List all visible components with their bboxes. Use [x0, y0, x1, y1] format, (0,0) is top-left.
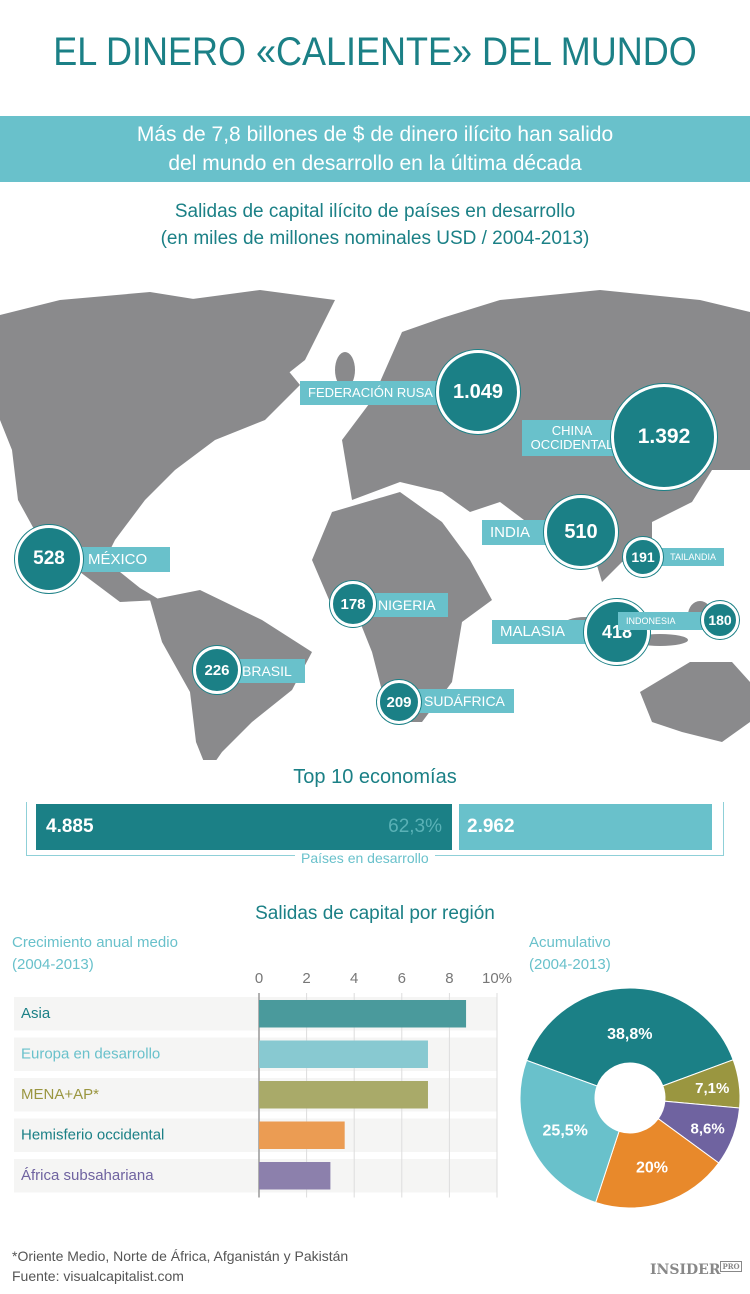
pie-label: 25,5% [543, 1122, 588, 1139]
label-brazil: BRASIL [232, 659, 305, 683]
bar-chart-title: Crecimiento anual medio (2004-2013) [12, 932, 178, 976]
bar-chart: 0 2 4 6 8 10% Asia Europa en desarrollo MENA+AP*… [14, 970, 512, 1198]
pie-label: 8,6% [691, 1120, 725, 1137]
insider-pro-logo: INSIDER PRO [650, 1261, 742, 1278]
x-tick-label: 10% [482, 970, 512, 987]
label-thailand: TAILANDIA [652, 548, 724, 566]
bubble-thailand: 191 [623, 537, 663, 577]
top10-caption: Países en desarrollo [295, 850, 435, 866]
subtitle-line-2: (en miles de millones nominales USD / 20… [160, 228, 590, 249]
banner-line-1: Más de 7,8 billones de $ de dinero ilíci… [136, 123, 614, 146]
headline-banner: Más de 7,8 billones de $ de dinero ilíci… [0, 116, 750, 182]
pie-label: 20% [636, 1160, 668, 1177]
bubble-indonesia: 180 [701, 601, 739, 639]
top10-share: 62,3% [388, 816, 442, 837]
top10-title: Top 10 economías [293, 766, 457, 788]
bar-chart-subtitle: (2004-2013) [12, 956, 94, 973]
greenland [185, 290, 335, 402]
x-tick-label: 0 [255, 970, 263, 987]
label-india: INDIA [482, 520, 552, 545]
bar [259, 1040, 428, 1068]
bar [259, 1081, 428, 1109]
label-malaysia: MALASIA [492, 620, 592, 644]
bubble-india: 510 [544, 495, 618, 569]
bubble-malaysia: 418 [584, 599, 650, 665]
footnote: *Oriente Medio, Norte de África, Afganis… [12, 1248, 349, 1264]
category-label: MENA+AP* [21, 1086, 99, 1103]
bar [259, 1162, 331, 1190]
bubble-nigeria: 178 [330, 581, 376, 627]
source: Fuente: visualcapitalist.com [12, 1268, 184, 1284]
subtitle-line-1: Salidas de capital ilícito de países en … [174, 201, 576, 222]
donut-chart: 38,8% 7,1% 8,6% 20% 25,5% [519, 987, 741, 1209]
page-title: EL DINERO «CALIENTE» DEL MUNDO [53, 30, 697, 74]
bubble-russia: 1.049 [436, 350, 520, 434]
map-subtitle: Salidas de capital ilícito de países en … [0, 198, 750, 252]
x-tick-label: 2 [302, 970, 310, 987]
x-tick-label: 4 [350, 970, 358, 987]
pie-chart-title: Acumulativo (2004-2013) [529, 932, 611, 976]
pie-label: 38,8% [607, 1026, 652, 1043]
bar-row-bg [14, 1118, 497, 1152]
category-label: Hemisferio occidental [21, 1127, 164, 1144]
australia [640, 662, 750, 742]
x-tick-label: 8 [445, 970, 453, 987]
pie-label: 7,1% [695, 1080, 729, 1097]
bar [259, 1121, 345, 1149]
bubble-south-africa: 209 [377, 680, 421, 724]
bubble-brazil: 226 [193, 646, 241, 694]
category-label: Europa en desarrollo [21, 1046, 160, 1063]
label-mexico: MÉXICO [74, 547, 170, 572]
world-map-shapes [0, 290, 750, 772]
label-china: CHINA OCCIDENTAL [522, 420, 622, 456]
top10-value: 4.885 [46, 816, 94, 837]
world-map [0, 290, 750, 772]
category-label: Asia [21, 1005, 51, 1022]
category-label: África subsahariana [21, 1167, 154, 1184]
bubble-mexico: 528 [15, 525, 83, 593]
pie-slice [595, 1117, 720, 1209]
x-tick-label: 6 [398, 970, 406, 987]
top10-bar: 4.885 62,3% [36, 804, 452, 850]
rest-value: 2.962 [467, 816, 515, 837]
bar-row-bg [14, 1159, 497, 1193]
pie-chart-title-text: Acumulativo [529, 934, 611, 951]
rest-bar: 2.962 [459, 804, 712, 850]
pie-chart-subtitle: (2004-2013) [529, 956, 611, 973]
region-section-title: Salidas de capital por región [255, 903, 495, 924]
pie-slice [525, 987, 734, 1087]
bar [259, 1000, 467, 1028]
pie-slice [519, 1059, 620, 1204]
north-america [0, 292, 300, 602]
label-russia: FEDERACIÓN RUSA [300, 381, 450, 405]
label-south-africa: SUDÁFRICA [414, 689, 514, 713]
label-indonesia: INDONESIA [618, 612, 710, 630]
label-nigeria: NIGERIA [366, 593, 448, 617]
bubble-china: 1.392 [611, 384, 717, 490]
bar-chart-title-text: Crecimiento anual medio [12, 934, 178, 951]
footer: *Oriente Medio, Norte de África, Afganis… [12, 1246, 348, 1286]
banner-line-2: del mundo en desarrollo en la última déc… [168, 152, 582, 175]
